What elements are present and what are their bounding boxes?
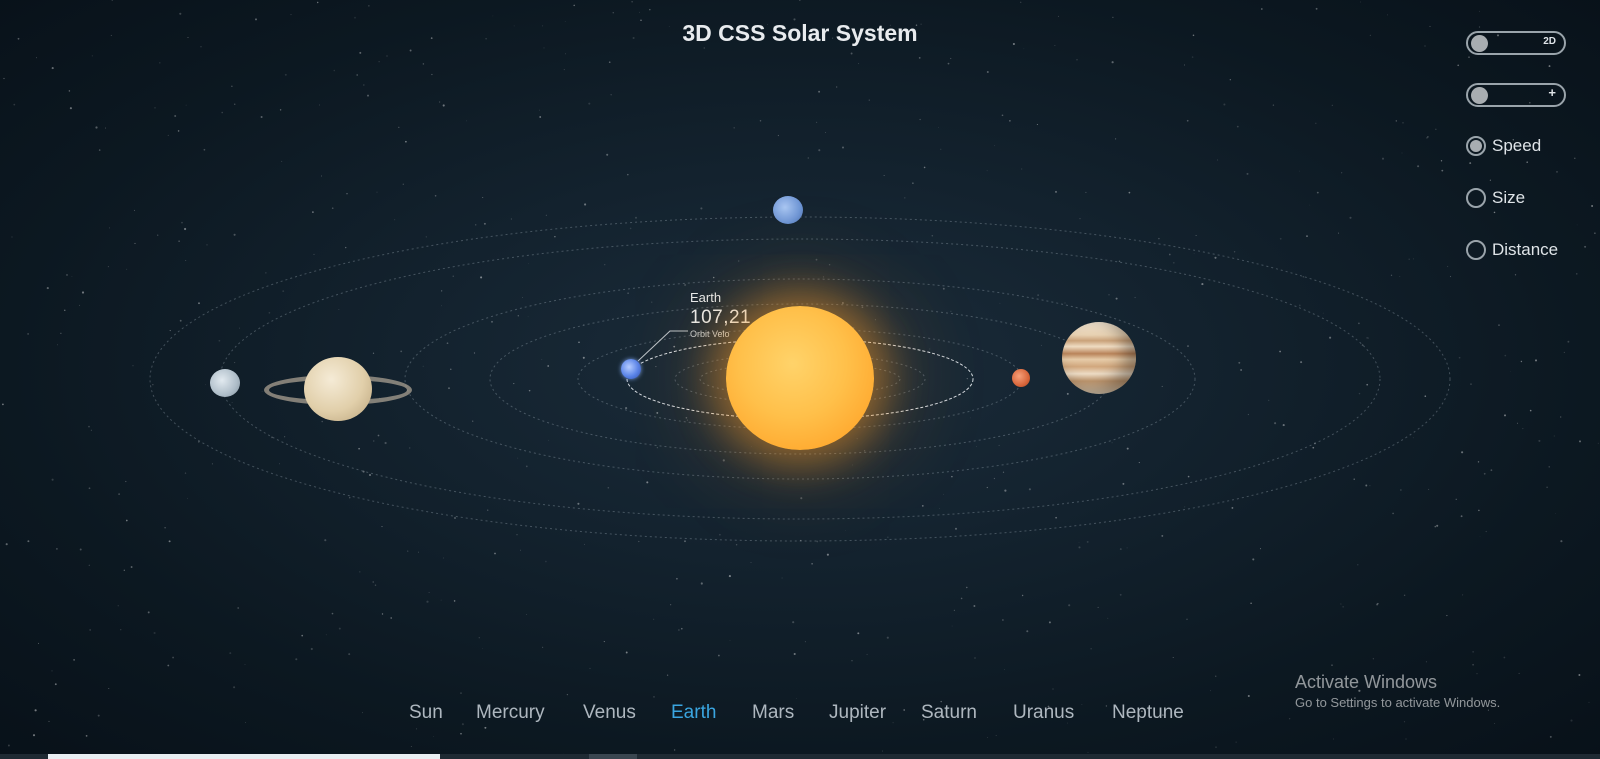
progress-fill bbox=[48, 754, 440, 759]
view-mode-toggle[interactable]: 2D bbox=[1466, 31, 1566, 55]
neptune-planet[interactable] bbox=[773, 196, 803, 224]
earth-info-label: Earth 107,21 Orbit Velo bbox=[690, 290, 751, 339]
nav-item-neptune[interactable]: Neptune bbox=[1112, 702, 1184, 723]
planet-nav: Sun Mercury Venus Earth Mars Jupiter Sat… bbox=[0, 702, 1600, 732]
orbit-neptune-inner bbox=[404, 278, 1196, 480]
nav-item-sun[interactable]: Sun bbox=[409, 702, 443, 723]
orbit-saturn bbox=[219, 238, 1381, 520]
nav-item-saturn[interactable]: Saturn bbox=[921, 702, 977, 723]
radio-size[interactable] bbox=[1466, 188, 1486, 208]
radio-label-speed: Speed bbox=[1492, 136, 1542, 155]
nav-item-jupiter[interactable]: Jupiter bbox=[829, 702, 887, 723]
planet-value-label: 107,21 bbox=[690, 307, 752, 328]
uranus-planet[interactable] bbox=[210, 369, 240, 397]
nav-item-earth[interactable]: Earth bbox=[671, 702, 717, 723]
view-mode-label: 2D bbox=[1543, 36, 1556, 47]
earth-planet[interactable] bbox=[621, 359, 641, 379]
radio-label-distance: Distance bbox=[1492, 240, 1559, 259]
jupiter-planet[interactable] bbox=[1062, 322, 1136, 394]
progress-strip bbox=[0, 754, 1600, 759]
nav-item-uranus[interactable]: Uranus bbox=[1013, 702, 1075, 723]
scale-option-speed[interactable]: Speed bbox=[1466, 133, 1541, 159]
mars-planet[interactable] bbox=[1012, 369, 1030, 387]
scale-option-size[interactable]: Size bbox=[1466, 185, 1525, 211]
zoom-toggle[interactable]: + bbox=[1466, 83, 1566, 107]
planet-name-label: Earth bbox=[690, 290, 722, 305]
saturn-planet[interactable] bbox=[304, 357, 372, 421]
earth-label-leader bbox=[637, 330, 688, 362]
nav-item-mercury[interactable]: Mercury bbox=[476, 702, 545, 723]
nav-item-venus[interactable]: Venus bbox=[583, 702, 636, 723]
radio-label-size: Size bbox=[1492, 188, 1526, 207]
toggle-knob bbox=[1471, 35, 1488, 52]
watermark-subtitle: Go to Settings to activate Windows. bbox=[1295, 695, 1501, 710]
zoom-label: + bbox=[1548, 85, 1556, 100]
sun[interactable] bbox=[726, 306, 874, 450]
toggle-knob bbox=[1471, 87, 1488, 104]
scale-option-distance[interactable]: Distance bbox=[1466, 237, 1558, 263]
progress-marker bbox=[589, 754, 637, 759]
page-title: 3D CSS Solar System bbox=[682, 20, 918, 46]
watermark-title: Activate Windows bbox=[1295, 672, 1438, 692]
nav-item-mars[interactable]: Mars bbox=[752, 702, 795, 723]
radio-distance[interactable] bbox=[1466, 240, 1486, 260]
planet-caption-label: Orbit Velo bbox=[690, 329, 730, 339]
activate-windows-watermark: Activate Windows Go to Settings to activ… bbox=[1295, 672, 1500, 710]
radio-speed[interactable] bbox=[1466, 136, 1486, 156]
